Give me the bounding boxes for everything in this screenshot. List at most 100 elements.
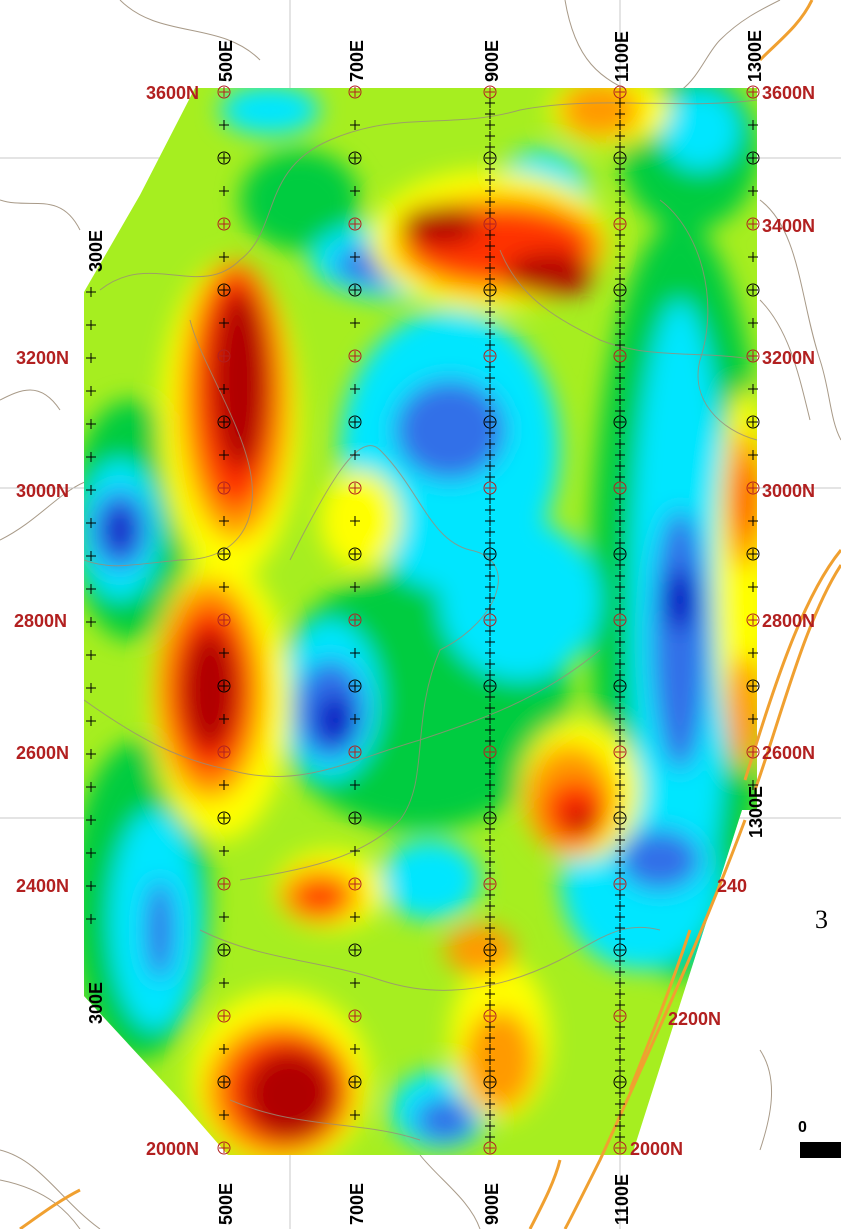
station-marker (615, 241, 625, 251)
station-marker (485, 241, 495, 251)
station-marker (615, 340, 625, 350)
station-marker (615, 516, 625, 526)
station-marker (350, 912, 360, 922)
station-marker (615, 131, 625, 141)
station-marker (746, 283, 760, 297)
station-marker (615, 1132, 625, 1142)
station-marker (86, 320, 96, 330)
station-marker (348, 811, 362, 825)
station-marker (350, 450, 360, 460)
station-marker (485, 527, 495, 537)
station-marker (483, 481, 497, 495)
station-marker (348, 151, 362, 165)
station-marker (86, 749, 96, 759)
northing-label-3400n-0: 3400N (762, 216, 815, 236)
station-marker (485, 120, 495, 130)
survey-stations (86, 85, 760, 1155)
station-marker (485, 538, 495, 548)
station-marker (615, 318, 625, 328)
station-marker (348, 679, 362, 693)
station-marker (748, 186, 758, 196)
station-marker (615, 626, 625, 636)
station-marker (219, 912, 229, 922)
station-marker (485, 692, 495, 702)
label-right-partial-240: 240 (717, 876, 747, 896)
station-marker (615, 560, 625, 570)
station-marker (746, 679, 760, 693)
station-marker (217, 349, 231, 363)
station-marker (613, 943, 627, 957)
station-marker (615, 692, 625, 702)
station-marker (615, 582, 625, 592)
northing-label-2600n-1: 2600N (762, 743, 815, 763)
easting-label-500e-bottom: 500E (216, 1183, 236, 1225)
station-marker (485, 296, 495, 306)
station-marker (485, 131, 495, 141)
station-marker (615, 538, 625, 548)
station-marker (615, 725, 625, 735)
station-marker (615, 714, 625, 724)
station-marker (485, 1099, 495, 1109)
station-marker (485, 505, 495, 515)
station-marker (350, 582, 360, 592)
station-marker (615, 505, 625, 515)
station-marker (485, 186, 495, 196)
station-marker (217, 481, 231, 495)
station-marker (615, 989, 625, 999)
station-marker (219, 780, 229, 790)
station-marker (615, 186, 625, 196)
station-marker (615, 164, 625, 174)
station-marker (485, 868, 495, 878)
station-marker (746, 745, 760, 759)
station-marker (485, 109, 495, 119)
station-marker (485, 890, 495, 900)
easting-label-900e-bottom: 900E (482, 1183, 502, 1225)
station-marker (217, 547, 231, 561)
station-marker (485, 560, 495, 570)
label-left-bottom-300e: 300E (86, 982, 106, 1024)
station-marker (348, 745, 362, 759)
station-marker (485, 1055, 495, 1065)
station-marker (350, 186, 360, 196)
station-marker (219, 846, 229, 856)
station-marker (485, 989, 495, 999)
station-marker (217, 745, 231, 759)
station-marker (615, 274, 625, 284)
station-marker (613, 1009, 627, 1023)
station-marker (348, 349, 362, 363)
station-marker (615, 769, 625, 779)
station-marker (615, 890, 625, 900)
station-marker (748, 252, 758, 262)
station-marker (86, 716, 96, 726)
station-marker (217, 679, 231, 693)
station-marker (483, 1141, 497, 1155)
station-marker (217, 85, 231, 99)
station-marker (483, 151, 497, 165)
station-marker (485, 604, 495, 614)
station-marker (485, 978, 495, 988)
station-marker (483, 415, 497, 429)
station-marker (613, 1141, 627, 1155)
station-marker (217, 877, 231, 891)
station-marker (485, 703, 495, 713)
station-marker (483, 1075, 497, 1089)
station-marker (86, 782, 96, 792)
anomaly-surface (84, 88, 757, 1155)
station-marker (615, 1110, 625, 1120)
station-marker (485, 659, 495, 669)
station-marker (86, 650, 96, 660)
station-marker (219, 252, 229, 262)
station-marker (615, 670, 625, 680)
station-marker (485, 1000, 495, 1010)
station-marker (615, 1000, 625, 1010)
station-marker (219, 714, 229, 724)
station-marker (615, 604, 625, 614)
station-marker (86, 881, 96, 891)
station-marker (615, 835, 625, 845)
easting-label-700e-bottom: 700E (347, 1183, 367, 1225)
station-marker (86, 914, 96, 924)
station-marker (748, 780, 758, 790)
station-marker (615, 1044, 625, 1054)
station-marker (219, 516, 229, 526)
station-marker (615, 208, 625, 218)
